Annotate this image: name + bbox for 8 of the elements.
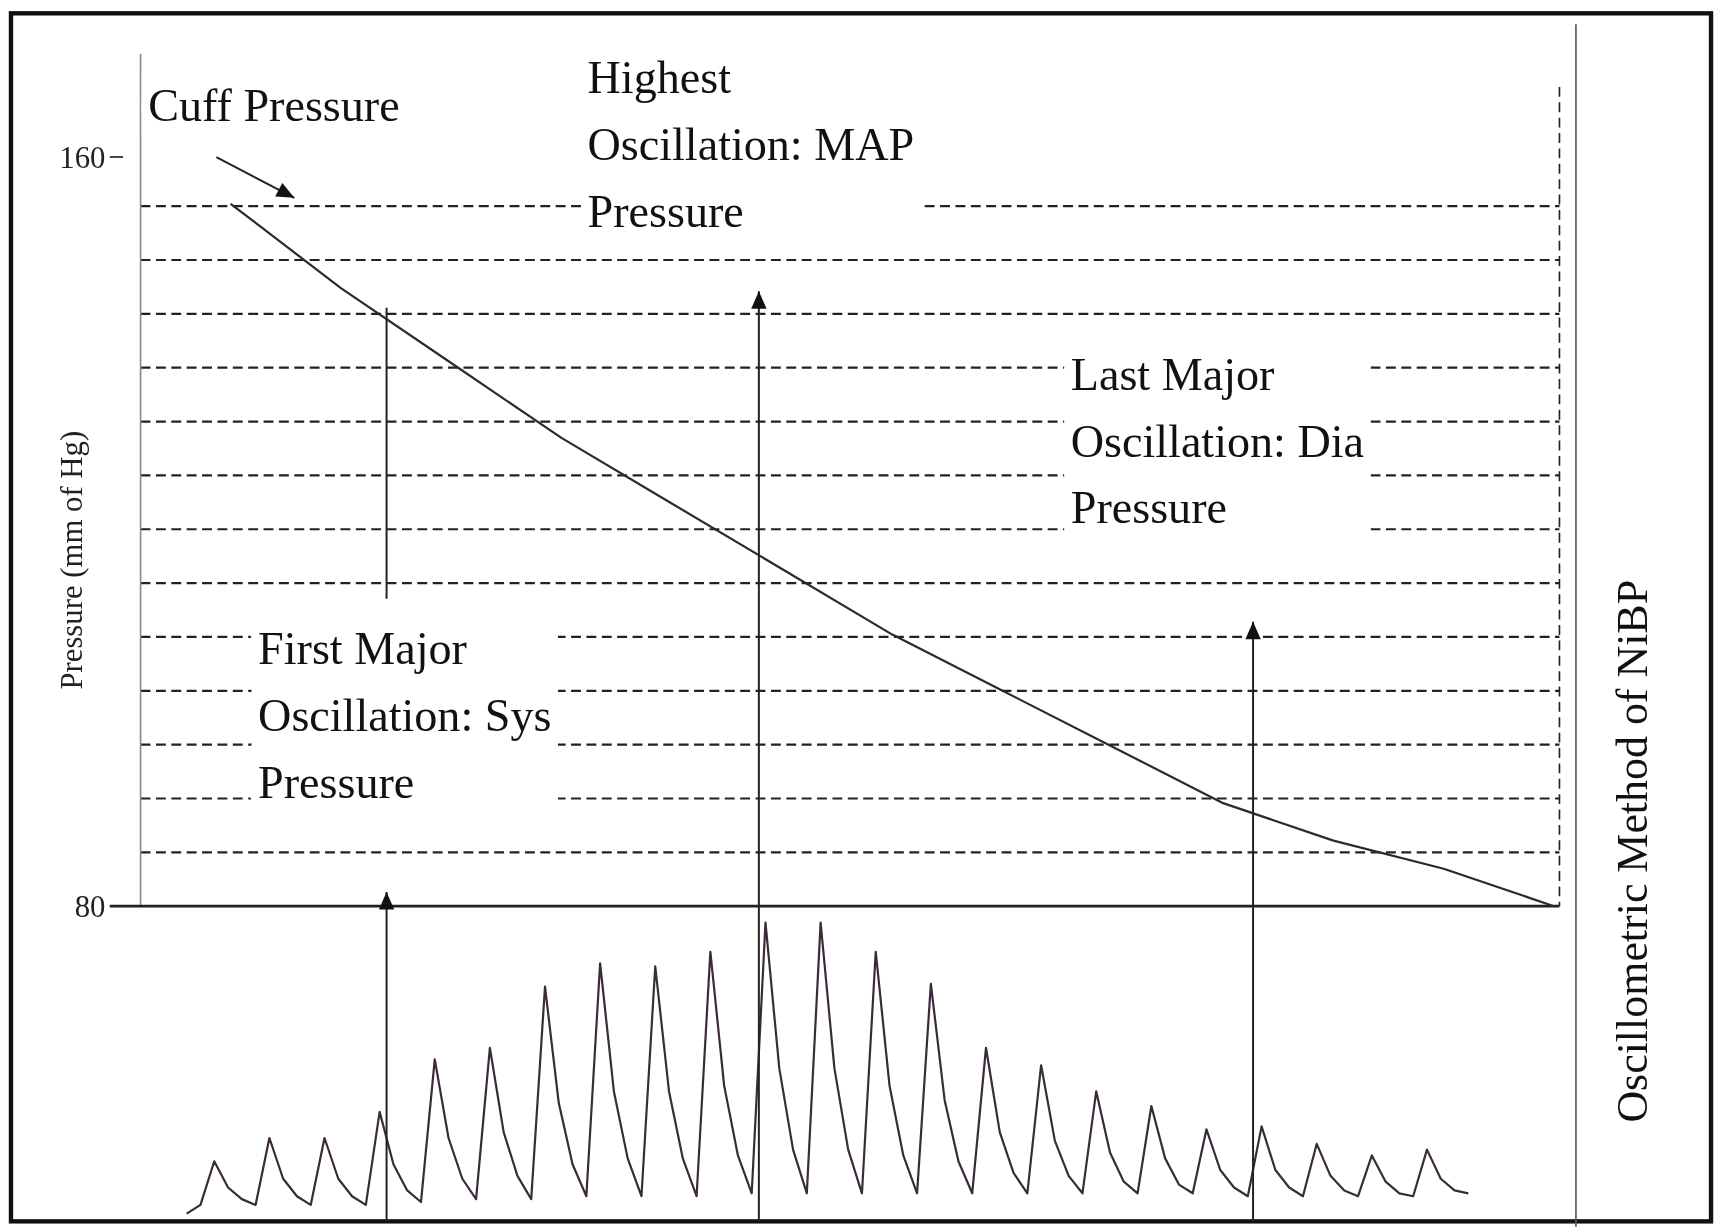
annotation: Last Major Oscillation: Dia Pressure [1070, 348, 1365, 534]
y-axis-title: Pressure (mm of Hg) [55, 430, 90, 690]
y-tick-label: 80 [74, 889, 106, 924]
text: Oscillometric Method of NiBP [1608, 579, 1658, 1123]
annotation: Highest Oscillation: MAP Pressure [587, 52, 915, 237]
annotation: Cuff Pressure [148, 79, 400, 131]
annotation: First Major Oscillation: Sys Pressure [258, 623, 552, 808]
y-tick-label: 160 [59, 140, 106, 175]
